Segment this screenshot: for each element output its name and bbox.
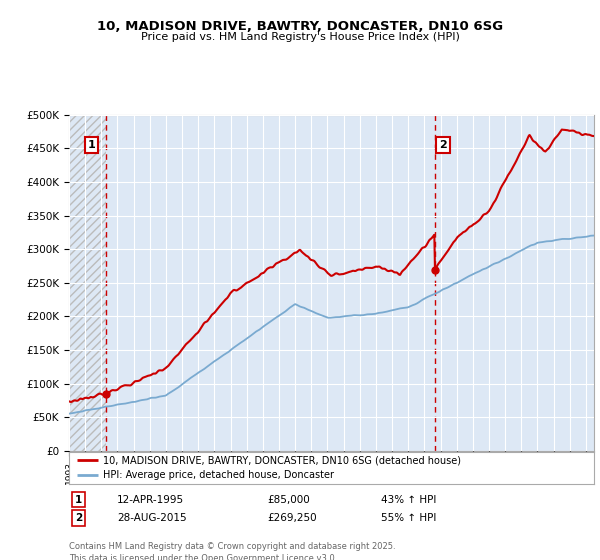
Text: £85,000: £85,000: [267, 494, 310, 505]
Text: HPI: Average price, detached house, Doncaster: HPI: Average price, detached house, Donc…: [103, 470, 334, 480]
Text: Price paid vs. HM Land Registry's House Price Index (HPI): Price paid vs. HM Land Registry's House …: [140, 32, 460, 43]
Text: 12-APR-1995: 12-APR-1995: [117, 494, 184, 505]
Text: 2: 2: [75, 513, 82, 523]
Text: Contains HM Land Registry data © Crown copyright and database right 2025.
This d: Contains HM Land Registry data © Crown c…: [69, 542, 395, 560]
Text: 1: 1: [88, 140, 95, 150]
Text: 28-AUG-2015: 28-AUG-2015: [117, 513, 187, 523]
Text: 10, MADISON DRIVE, BAWTRY, DONCASTER, DN10 6SG (detached house): 10, MADISON DRIVE, BAWTRY, DONCASTER, DN…: [103, 455, 461, 465]
Text: 1: 1: [75, 494, 82, 505]
Text: 2: 2: [439, 140, 447, 150]
Text: 10, MADISON DRIVE, BAWTRY, DONCASTER, DN10 6SG: 10, MADISON DRIVE, BAWTRY, DONCASTER, DN…: [97, 20, 503, 32]
Text: £269,250: £269,250: [267, 513, 317, 523]
Bar: [69, 115, 106, 451]
Text: 55% ↑ HPI: 55% ↑ HPI: [381, 513, 436, 523]
Text: 43% ↑ HPI: 43% ↑ HPI: [381, 494, 436, 505]
